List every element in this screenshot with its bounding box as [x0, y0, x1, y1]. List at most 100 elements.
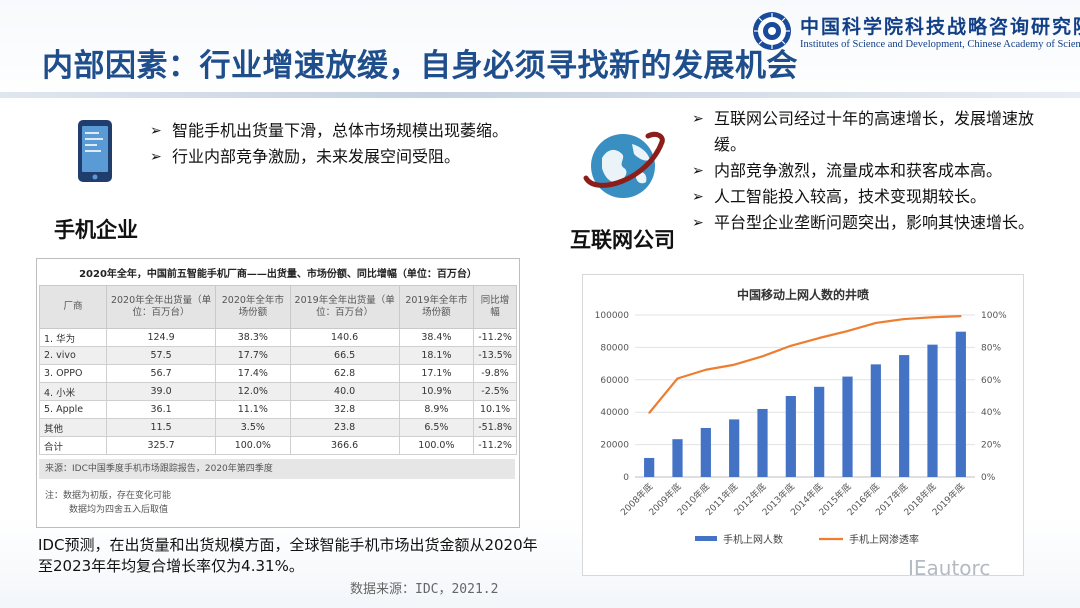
shipment-table-panel: 2020年全年，中国前五智能手机厂商——出货量、市场份额、同比增幅（单位：百万台… — [36, 258, 520, 528]
phone-bullet-list: ➢ 智能手机出货量下滑，总体市场规模出现萎缩。 ➢ 行业内部竞争激励，未来发展空间受… — [150, 118, 530, 170]
table-cell: 合计 — [39, 436, 107, 455]
table-header-cell: 2020年全年市场份额 — [215, 285, 291, 329]
table-cell: 100.0% — [398, 436, 475, 455]
y-left-tick-label: 80000 — [600, 343, 629, 353]
arrow-bullet-icon: ➢ — [692, 111, 704, 127]
arrow-bullet-icon: ➢ — [692, 215, 704, 231]
table-cell: 3.5% — [215, 418, 291, 437]
list-item: ➢ 平台型企业垄断问题突出，影响其快速增长。 — [692, 210, 1062, 236]
y-left-tick-label: 40000 — [600, 408, 629, 418]
table-cell: 11.5 — [105, 418, 217, 437]
table-cell: 32.8 — [289, 400, 400, 419]
table-notes: 注：数据为初版，存在变化可能 数据均为四舍五入后取值 — [45, 489, 171, 517]
line-point — [875, 322, 877, 324]
org-name-en: Institutes of Science and Development, C… — [800, 39, 1080, 50]
line-point — [676, 377, 679, 380]
bar — [955, 331, 966, 477]
y-left-tick-label: 0 — [623, 473, 629, 483]
table-cell: 38.3% — [215, 328, 291, 347]
list-item: ➢ 智能手机出货量下滑，总体市场规模出现萎缩。 — [150, 118, 530, 144]
bar — [729, 419, 740, 477]
table-cell: 10.1% — [473, 400, 517, 419]
line-point — [818, 337, 820, 339]
smartphone-icon — [78, 120, 112, 182]
arrow-bullet-icon: ➢ — [692, 163, 704, 179]
table-cell: 56.7 — [105, 364, 217, 383]
table-header-cell: 同比增幅 — [473, 285, 517, 329]
table-cell: 17.4% — [215, 364, 291, 383]
y-right-tick-label: 80% — [981, 343, 1001, 353]
table-cell: 57.5 — [105, 346, 217, 365]
bar — [672, 439, 683, 477]
table-row: 其他 11.5 3.5% 23.8 6.5% -51.8% — [39, 418, 517, 437]
y-left-tick-label: 100000 — [595, 311, 630, 321]
watermark: IEautorc — [908, 556, 991, 580]
table-cell: 124.9 — [105, 328, 217, 347]
line-point — [846, 330, 849, 332]
table-caption: 2020年全年，中国前五智能手机厂商——出货量、市场份额、同比增幅（单位：百万台… — [79, 269, 477, 280]
bar — [814, 386, 825, 477]
table-cell: 325.7 — [105, 436, 217, 455]
legend-label: 手机上网渗透率 — [849, 533, 919, 546]
table-row: 2. vivo 57.5 17.7% 66.5 18.1% -13.5% — [39, 346, 517, 365]
table-cell: 66.5 — [289, 346, 400, 365]
org-name-cn: 中国科学院科技战略咨询研究院 — [800, 16, 1080, 38]
list-item: ➢ 互联网公司经过十年的高速增长，发展增速放缓。 — [692, 106, 1062, 158]
line-point — [648, 412, 650, 414]
table-row: 1. 华为 124.9 38.3% 140.6 38.4% -11.2% — [39, 328, 517, 347]
table-header-cell: 2019年全年出货量（单位：百万台） — [289, 285, 400, 329]
table-cell: 10.9% — [398, 382, 475, 401]
shipment-table: 厂商 2020年全年出货量（单位：百万台） 2020年全年市场份额 2019年全… — [39, 285, 517, 455]
bar — [927, 344, 938, 477]
table-cell: -11.2% — [473, 436, 517, 455]
table-cell: 6.5% — [398, 418, 475, 437]
table-cell: 3. OPPO — [39, 364, 107, 383]
table-cell: 40.0 — [289, 382, 400, 401]
globe-icon — [583, 131, 665, 198]
line-point — [733, 363, 735, 366]
table-cell: 38.4% — [398, 328, 475, 347]
table-cell: 17.7% — [215, 346, 291, 365]
table-header-cell: 2020年全年出货量（单位：百万台） — [105, 285, 217, 329]
y-right-tick-label: 100% — [981, 311, 1007, 321]
table-note: 注：数据为初版，存在变化可能 — [45, 491, 172, 501]
table-cell: 4. 小米 — [39, 382, 107, 401]
list-item: ➢ 内部竞争激烈，流量成本和获客成本高。 — [692, 158, 1062, 184]
table-note: 数据均为四舍五入后取值 — [69, 505, 169, 515]
table-cell: 366.6 — [289, 436, 400, 455]
table-cell: 100.0% — [215, 436, 291, 455]
line-point — [903, 318, 905, 320]
table-cell: 23.8 — [289, 418, 400, 437]
table-header-cell: 2019年全年市场份额 — [398, 285, 475, 329]
page-title: 内部因素：行业增速放缓，自身必须寻找新的发展机会 — [42, 48, 798, 84]
table-cell: 1. 华为 — [39, 328, 107, 347]
table-cell: 12.0% — [215, 382, 291, 401]
line-point — [960, 315, 962, 317]
forecast-text: IDC预测，在出货量和出货规模方面，全球智能手机市场出货金额从2020年至202… — [38, 536, 538, 575]
phone-companies-label: 手机企业 — [54, 218, 138, 242]
table-cell: 11.1% — [215, 400, 291, 419]
penetration-line — [648, 315, 961, 414]
legend-label: 手机上网人数 — [723, 533, 783, 546]
title-divider — [0, 92, 1080, 98]
line-point — [931, 316, 934, 319]
table-cell: -13.5% — [473, 346, 517, 365]
table-cell: 2. vivo — [39, 346, 107, 365]
bar — [899, 355, 910, 477]
table-cell: 140.6 — [289, 328, 400, 347]
table-cell: -9.8% — [473, 364, 517, 383]
table-row: 3. OPPO 56.7 17.4% 62.8 17.1% -9.8% — [39, 364, 517, 383]
bar — [644, 457, 655, 477]
table-cell: 36.1 — [105, 400, 217, 419]
y-left-tick-label: 20000 — [600, 441, 629, 451]
mobile-internet-chart: 中国移动上网人数的井喷 0 20000 40000 60000 80000 100000 0%… — [595, 287, 1008, 546]
line-point — [705, 368, 707, 371]
cas-logo-icon — [753, 12, 791, 50]
table-cell: -11.2% — [473, 328, 517, 347]
list-item: ➢ 行业内部竞争激励，未来发展空间受阻。 — [150, 144, 530, 170]
bar — [757, 408, 768, 477]
line-point — [790, 344, 792, 347]
arrow-bullet-icon: ➢ — [150, 149, 162, 165]
table-cell: 62.8 — [289, 364, 400, 383]
y-left-tick-label: 60000 — [600, 376, 629, 386]
